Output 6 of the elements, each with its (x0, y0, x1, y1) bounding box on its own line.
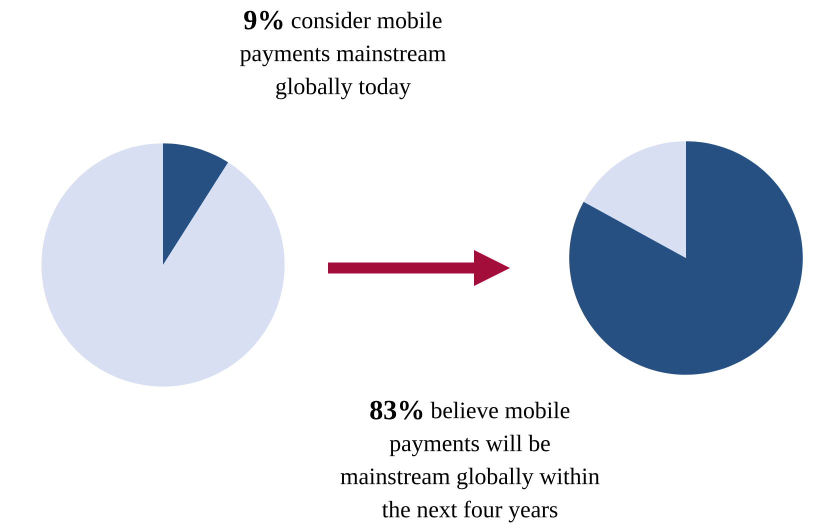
pie-slice (584, 141, 686, 258)
pie-slice (569, 141, 803, 375)
text: 9% consider mobile payments mainstream globally today (240, 10, 446, 100)
pie-slice (163, 143, 228, 265)
pie-slice (41, 143, 285, 387)
text: 83% believe mobile payments will be mainstream globally within the next four years (340, 400, 600, 522)
